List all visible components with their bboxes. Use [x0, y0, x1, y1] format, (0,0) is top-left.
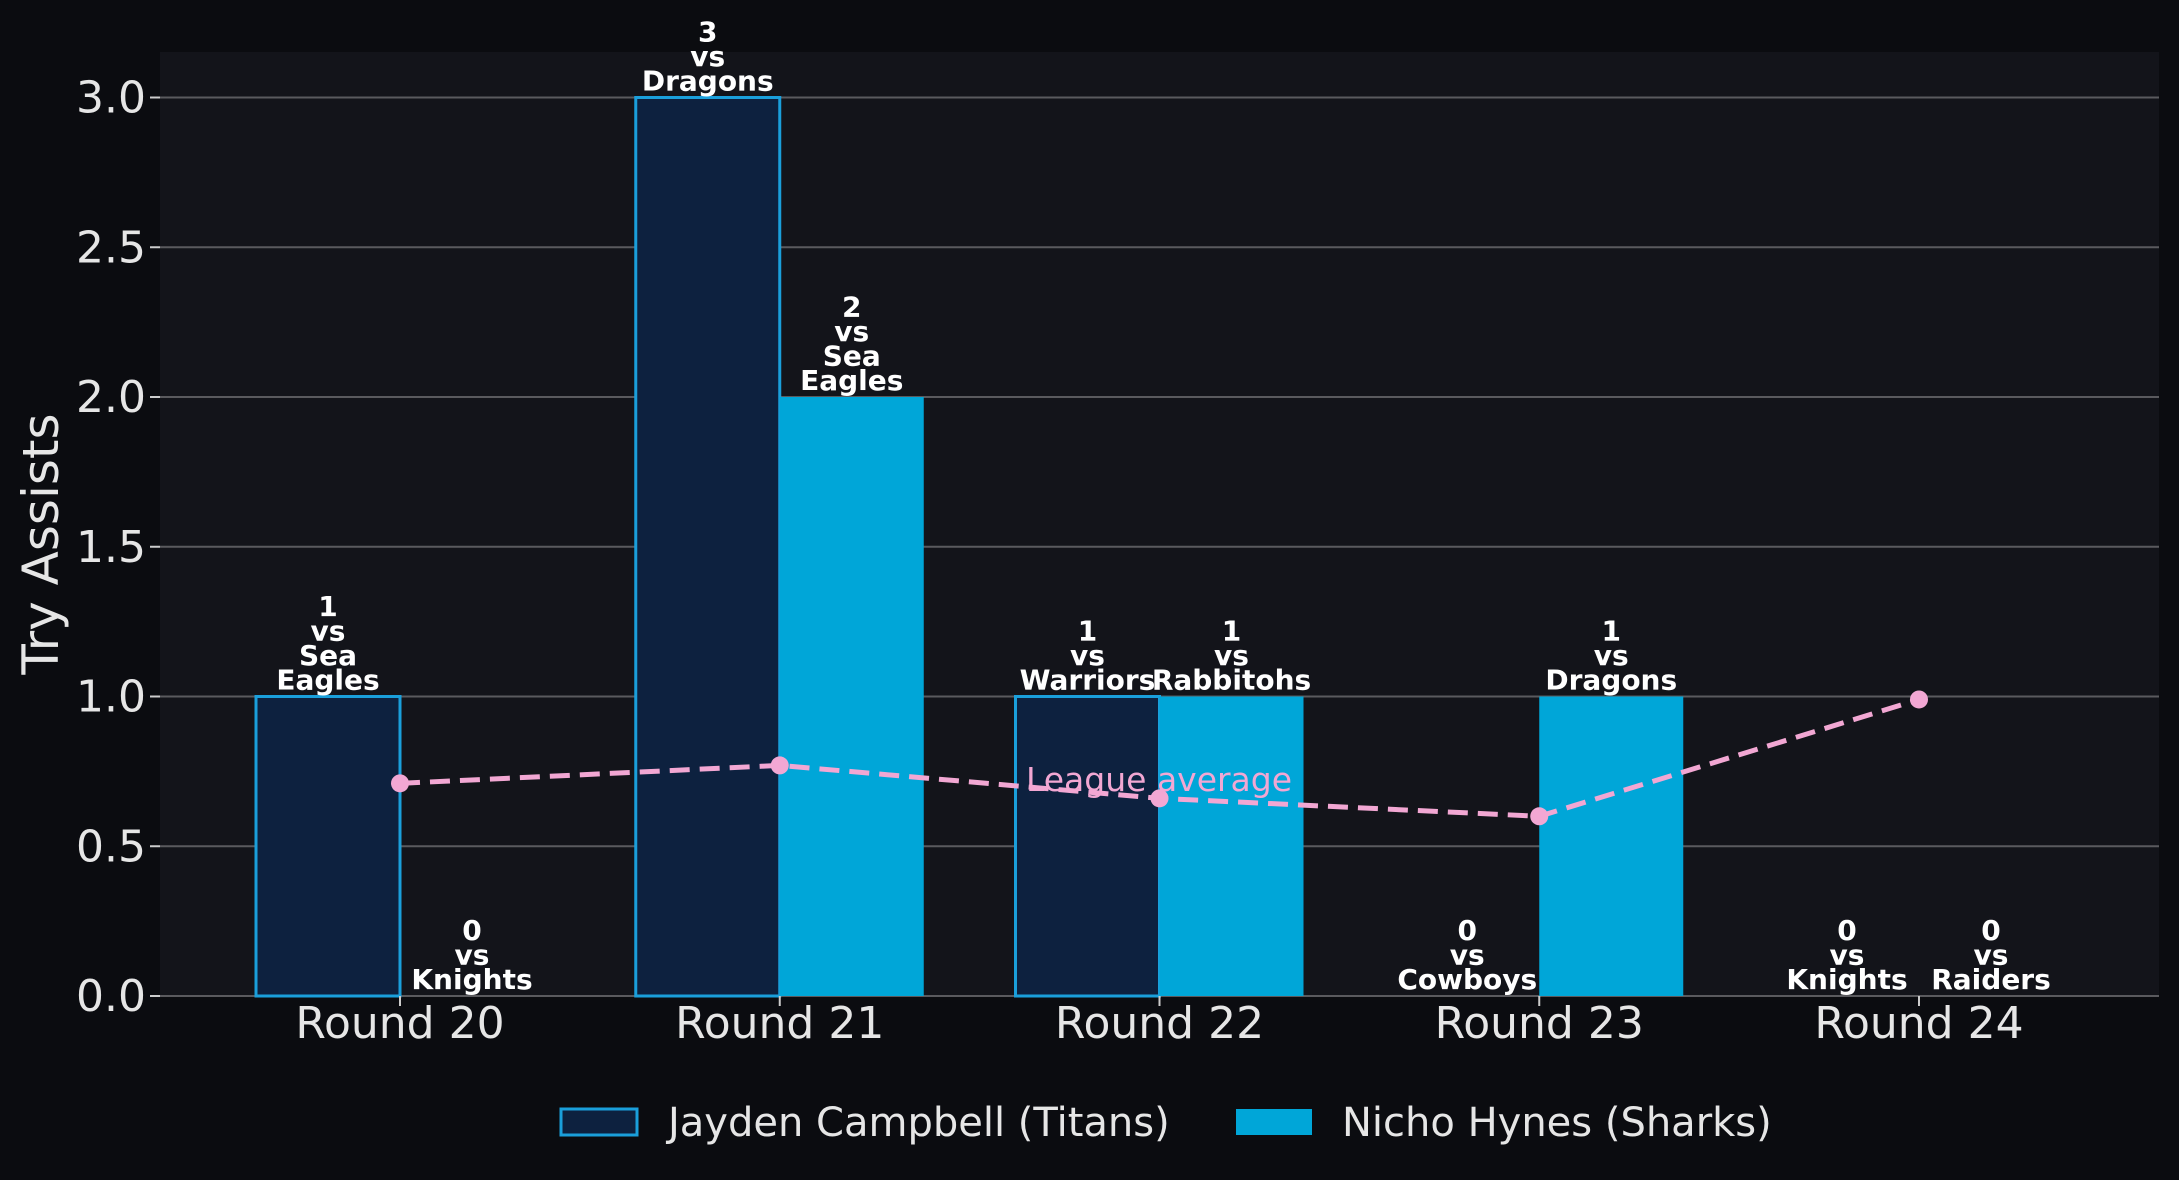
league-average-point: [1910, 690, 1928, 709]
bars: [254, 96, 1684, 998]
bar-nicho-hynes: [779, 397, 924, 996]
bar-value-label: 0 vs Raiders: [1931, 914, 2051, 996]
bar-value-label: 1 vs Sea Eagles: [276, 590, 379, 697]
y-tick-label: 3.0: [76, 73, 146, 124]
league-average-point: [1530, 807, 1549, 826]
x-axis-ticks: Round 20 Round 21 Round 22 Round 23 Round 24: [295, 996, 2024, 1049]
league-average-annotation: League average: [1026, 760, 1292, 799]
bar-value-label: 1 vs Warriors: [1020, 615, 1156, 697]
bar-value-label: 1 vs Rabbitohs: [1152, 615, 1311, 697]
bar-value-label: 0 vs Knights: [1786, 914, 1907, 996]
league-average-point: [391, 774, 409, 793]
bar-jayden-campbell: [254, 695, 402, 998]
bar-nicho-hynes: [1539, 696, 1684, 996]
bar-jayden-campbell: [634, 96, 782, 998]
y-tick-label: 0.5: [76, 821, 146, 872]
bar-value-label: 0 vs Cowboys: [1397, 914, 1537, 996]
x-tick-label: Round 22: [1055, 998, 1264, 1049]
y-tick-label: 1.5: [76, 522, 146, 573]
legend-label-jayden-campbell: Jayden Campbell (Titans): [665, 1100, 1170, 1146]
league-average-series: [391, 690, 1928, 826]
y-tick-label: 0.0: [76, 971, 146, 1022]
y-tick-label: 1.0: [76, 672, 146, 723]
bar-nicho-hynes: [1159, 696, 1304, 996]
legend-label-nicho-hynes: Nicho Hynes (Sharks): [1342, 1100, 1772, 1146]
y-axis-ticks: 0.0 0.5 1.0 1.5 2.0 2.5 3.0: [76, 73, 160, 1022]
bar-jayden-campbell: [1014, 695, 1161, 998]
x-tick-label: Round 23: [1435, 998, 1644, 1049]
x-tick-label: Round 24: [1814, 998, 2023, 1049]
y-tick-label: 2.0: [76, 372, 146, 423]
legend-swatch-jayden-campbell: [559, 1107, 639, 1137]
bar-value-label: 1 vs Dragons: [1545, 615, 1677, 697]
legend: Jayden Campbell (Titans) Nicho Hynes (Sh…: [559, 1100, 1772, 1146]
bar-value-label: 2 vs Sea Eagles: [800, 291, 903, 398]
y-tick-label: 2.5: [76, 222, 146, 273]
league-average-point: [770, 756, 789, 775]
bar-value-label: 3 vs Dragons: [642, 16, 774, 98]
x-tick-label: Round 21: [675, 998, 884, 1049]
legend-swatch-nicho-hynes: [1236, 1109, 1312, 1135]
league-average-point: [1150, 789, 1169, 808]
bar-value-label: 0 vs Knights: [411, 914, 532, 996]
y-axis-label: Try Assists: [12, 413, 70, 675]
bar-labels: 1 vs Sea Eagles 3 vs Dragons 1 vs Warriors 0 vs Cowb…: [276, 16, 2050, 997]
x-tick-label: Round 20: [295, 998, 504, 1049]
